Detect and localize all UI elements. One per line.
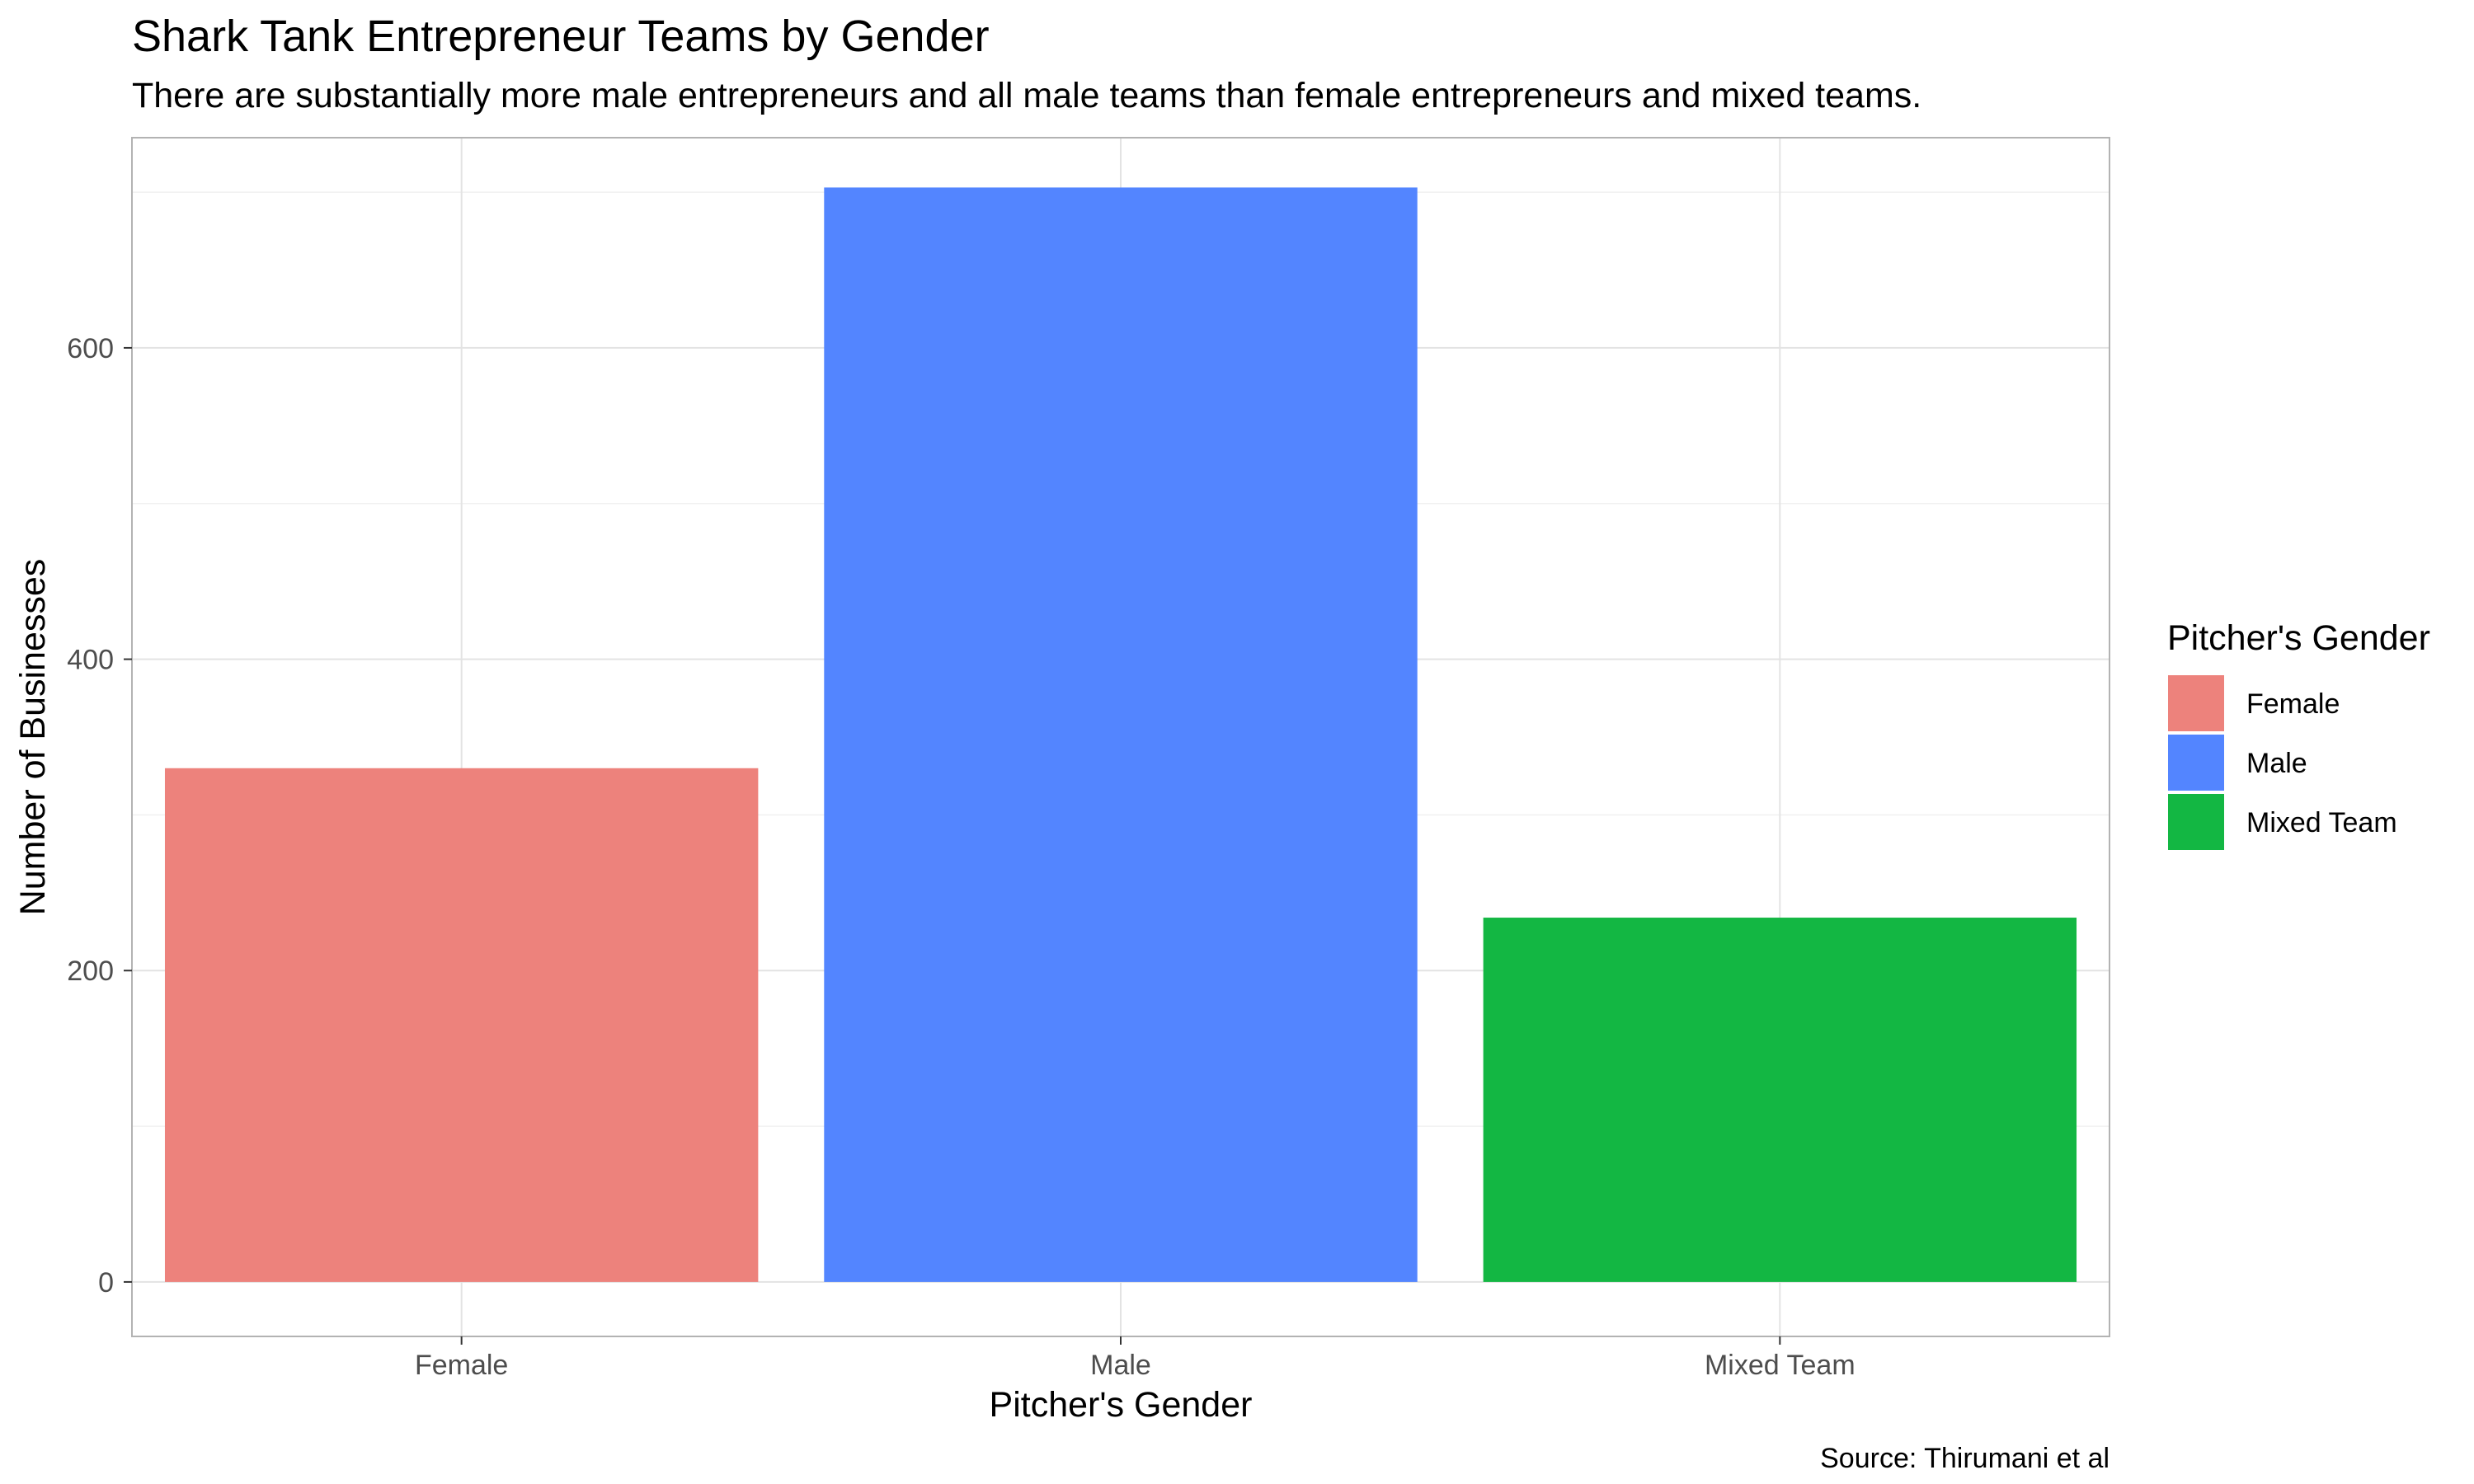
y-axis-title: Number of Businesses (13, 559, 53, 916)
x-axis-title: Pitcher's Gender (990, 1385, 1253, 1425)
legend-label: Female (2246, 688, 2340, 720)
x-tick-label: Mixed Team (1705, 1350, 1856, 1381)
legend-key (2166, 733, 2226, 792)
legend-title: Pitcher's Gender (2167, 618, 2430, 658)
x-tick-label: Female (415, 1350, 508, 1381)
x-axis: Female Male Mixed Team (415, 1336, 1856, 1381)
chart-caption: Source: Thirumani et al (1820, 1443, 2109, 1474)
bar-male (824, 187, 1418, 1282)
legend-label: Male (2246, 748, 2307, 779)
x-tick-label: Male (1090, 1350, 1151, 1381)
chart-title: Shark Tank Entrepreneur Teams by Gender (132, 12, 990, 61)
plot-panel (131, 137, 2110, 1337)
y-axis: 0 200 400 600 (67, 333, 132, 1298)
legend: Pitcher's Gender Female Male Mixed Team (2166, 618, 2430, 852)
bar-mixed-team (1483, 918, 2077, 1282)
bars (164, 187, 2077, 1282)
y-tick-label: 400 (67, 645, 114, 676)
y-tick-label: 600 (67, 333, 114, 364)
y-tick-label: 200 (67, 956, 114, 987)
bar-female (164, 768, 759, 1282)
legend-label: Mixed Team (2246, 807, 2397, 838)
chart-subtitle: There are substantially more male entrep… (132, 76, 1921, 115)
y-tick-label: 0 (98, 1267, 114, 1298)
legend-key (2166, 792, 2226, 852)
legend-key (2166, 674, 2226, 733)
